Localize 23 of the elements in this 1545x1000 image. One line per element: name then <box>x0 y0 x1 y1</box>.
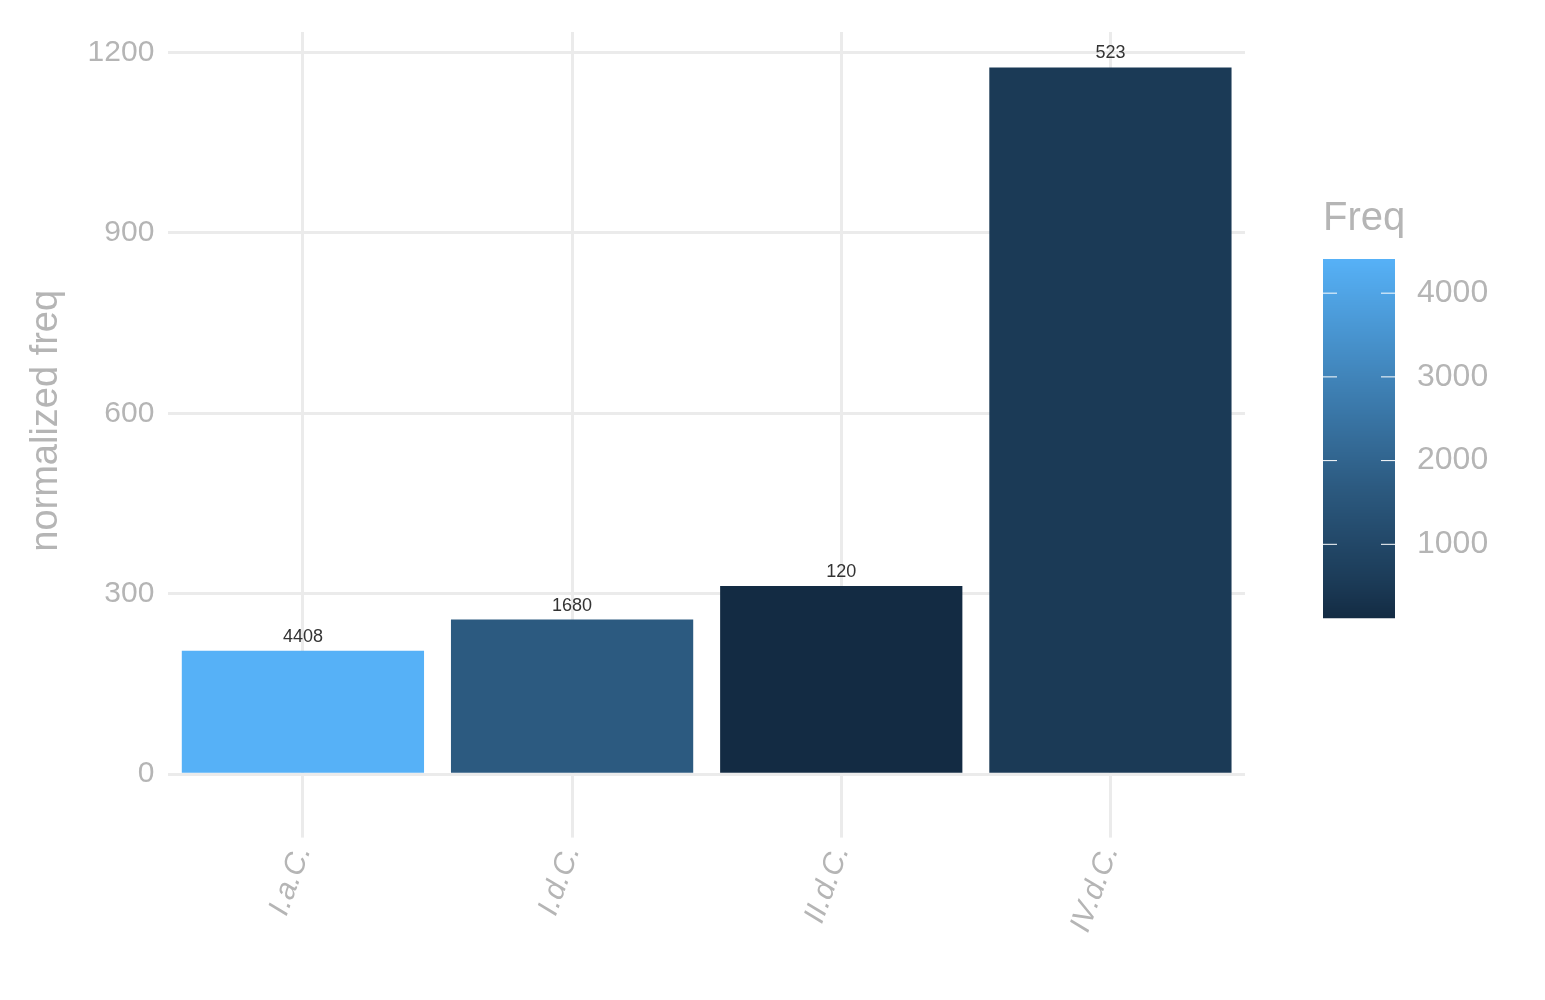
color-bar-label: 1000 <box>1417 524 1489 561</box>
y-tick-label: 0 <box>137 755 155 789</box>
x-tick-label: II.d.C. <box>796 840 855 927</box>
annotation: 523 <box>1095 42 1126 63</box>
annotation: 4408 <box>282 625 323 646</box>
y-tick-label: 300 <box>104 574 155 608</box>
y-tick-label: 900 <box>104 214 155 248</box>
bar <box>989 67 1232 773</box>
bar <box>181 650 425 773</box>
x-tick-label: I.d.C. <box>530 840 586 920</box>
color-bar-label: 3000 <box>1417 356 1489 393</box>
x-tick-label: I.a.C. <box>260 840 317 920</box>
color-bar-label: 4000 <box>1417 272 1489 309</box>
y-axis-title: normalized freq <box>23 289 66 552</box>
y-tick-label: 1200 <box>87 33 155 67</box>
x-tick-label: IV.d.C. <box>1062 840 1124 936</box>
color-bar-title: Freq <box>1323 194 1406 238</box>
annotation: 1680 <box>552 594 593 615</box>
color-bar-label: 2000 <box>1417 440 1489 477</box>
annotation: 120 <box>826 560 857 581</box>
bar <box>450 619 694 773</box>
y-tick-label: 600 <box>104 394 155 428</box>
bar <box>720 585 963 773</box>
